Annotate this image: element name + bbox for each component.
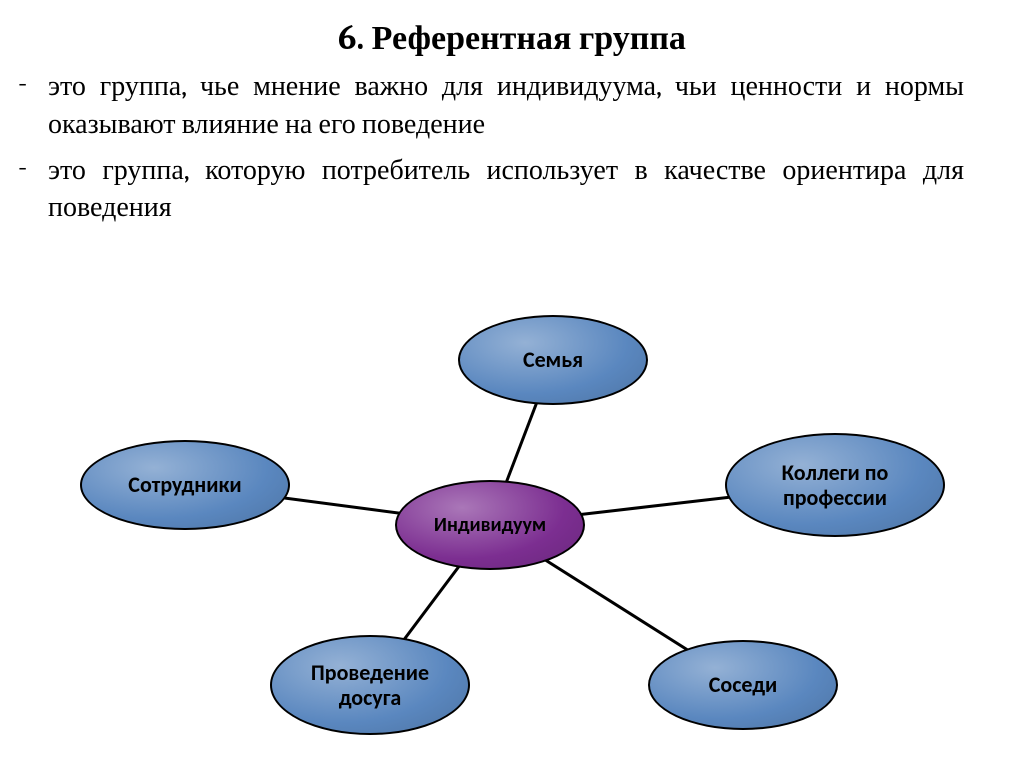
page-title: 6. Референтная группа (0, 0, 1024, 58)
bullet-text: это группа, которую потребитель использу… (48, 152, 964, 228)
bullet-text: это группа, чье мнение важно для индивид… (48, 68, 964, 144)
node-label: Соседи (703, 672, 784, 697)
node-label: Проведение досуга (272, 660, 468, 711)
node-label: Индивидуум (428, 514, 552, 537)
node-label: Семья (517, 347, 589, 372)
outer-node: Коллеги по профессии (725, 433, 945, 537)
node-label: Коллеги по профессии (727, 460, 943, 511)
list-item: - это группа, которую потребитель исполь… (60, 152, 964, 228)
reference-group-diagram: Семья Коллеги по профессии Соседи Проведени… (0, 310, 1024, 760)
outer-node: Семья (458, 315, 648, 405)
bullet-list: - это группа, чье мнение важно для индив… (0, 58, 1024, 227)
outer-node: Соседи (648, 640, 838, 730)
center-node: Индивидуум (395, 480, 585, 570)
node-label: Сотрудники (122, 472, 247, 497)
bullet-marker: - (18, 152, 48, 183)
outer-node: Проведение досуга (270, 635, 470, 735)
list-item: - это группа, чье мнение важно для индив… (60, 68, 964, 144)
bullet-marker: - (18, 68, 48, 99)
outer-node: Сотрудники (80, 440, 290, 530)
